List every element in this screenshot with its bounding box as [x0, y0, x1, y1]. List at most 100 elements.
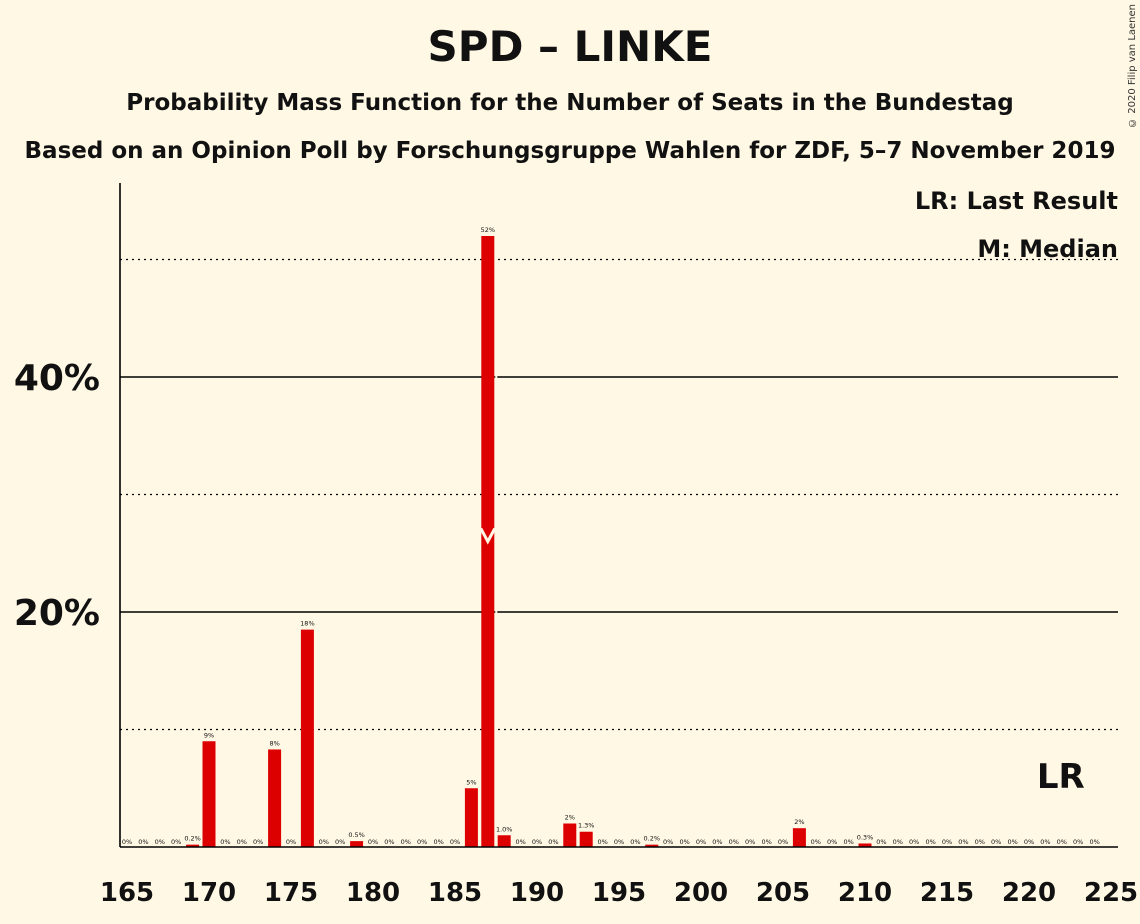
x-tick-label: 175: [264, 878, 318, 908]
bar-value-label: 0.2%: [184, 835, 201, 843]
bar-value-label: 0%: [975, 838, 985, 846]
x-tick-label: 200: [674, 878, 728, 908]
bar-value-label: 52%: [481, 226, 495, 234]
bar-value-label: 0%: [1089, 838, 1099, 846]
bar-value-label: 0%: [991, 838, 1001, 846]
bar-value-label: 0%: [548, 838, 558, 846]
bar: [497, 835, 511, 847]
bar-value-label: 0%: [384, 838, 394, 846]
bar: [579, 831, 593, 847]
bar-value-label: 0%: [614, 838, 624, 846]
x-tick-label: 180: [346, 878, 400, 908]
bar-value-label: 0%: [811, 838, 821, 846]
bar: [645, 844, 659, 847]
bar-value-label: 0%: [433, 838, 443, 846]
bar: [268, 749, 282, 847]
bar-value-label: 0%: [745, 838, 755, 846]
x-tick-label: 215: [920, 878, 974, 908]
bar-value-label: 0%: [778, 838, 788, 846]
bar-value-label: 0.3%: [857, 833, 874, 841]
bar: [858, 843, 872, 847]
x-tick-label: 225: [1084, 878, 1138, 908]
bar-value-label: 0%: [942, 838, 952, 846]
bar-labels: 0% 0% 0% 0% 0.2% 9% 0% 0% 0% 8% 0% 18% 0% 0% 0.5% 0% 0% 0…: [122, 226, 1100, 846]
bar-value-label: 0%: [450, 838, 460, 846]
y-tick-label: 20%: [14, 593, 100, 634]
bar-value-label: 0%: [1073, 838, 1083, 846]
bar-value-label: 0%: [220, 838, 230, 846]
bar-value-label: 0%: [597, 838, 607, 846]
last-result-marker: LR: [1037, 757, 1085, 797]
x-tick-label: 165: [100, 878, 154, 908]
median-bar-gap: [495, 236, 498, 845]
bars: [186, 236, 872, 847]
bar-value-label: 2%: [565, 814, 575, 822]
bar-value-label: 8%: [269, 739, 279, 747]
bar-value-label: 0%: [237, 838, 247, 846]
legend-last-result: LR: Last Result: [915, 187, 1118, 215]
bar: [202, 741, 216, 847]
bar-value-label: 0%: [1024, 838, 1034, 846]
bar-value-label: 9%: [204, 731, 214, 739]
x-tick-label: 190: [510, 878, 564, 908]
bar-value-label: 0%: [843, 838, 853, 846]
x-tick-label: 170: [182, 878, 236, 908]
bar-value-label: 0%: [696, 838, 706, 846]
bar-value-label: 0%: [155, 838, 165, 846]
chart-title: SPD – LINKE: [427, 22, 713, 71]
chart-subtitle: Probability Mass Function for the Number…: [126, 90, 1014, 116]
bar-value-label: 0%: [1057, 838, 1067, 846]
bar: [350, 841, 364, 847]
bar-value-label: 5%: [466, 778, 476, 786]
bar-value-label: 0%: [761, 838, 771, 846]
bar-value-label: 0%: [515, 838, 525, 846]
x-tick-label: 210: [838, 878, 892, 908]
x-tick-label: 220: [1002, 878, 1056, 908]
bar-value-label: 0%: [335, 838, 345, 846]
bar-value-label: 1.0%: [496, 825, 513, 833]
bar-value-label: 2%: [794, 818, 804, 826]
bar-value-label: 0%: [401, 838, 411, 846]
bar: [300, 629, 314, 847]
bar-value-label: 0%: [876, 838, 886, 846]
bar-value-label: 0%: [827, 838, 837, 846]
bar-value-label: 0%: [171, 838, 181, 846]
bar-value-label: 0%: [663, 838, 673, 846]
bar-value-label: 0%: [122, 838, 132, 846]
bar-value-label: 0%: [1040, 838, 1050, 846]
bar-value-label: 0%: [286, 838, 296, 846]
legend-median: M: Median: [977, 235, 1118, 263]
x-tick-label: 185: [428, 878, 482, 908]
gridlines: [120, 258, 1118, 731]
bar-value-label: 0%: [417, 838, 427, 846]
bar: [563, 823, 577, 847]
bar-value-label: 0.5%: [348, 831, 365, 839]
bar-value-label: 0%: [532, 838, 542, 846]
bar-value-label: 0%: [630, 838, 640, 846]
bar-value-label: 0%: [319, 838, 329, 846]
bar-value-label: 0%: [138, 838, 148, 846]
bar-value-label: 0.2%: [644, 835, 661, 843]
bar-value-label: 0%: [368, 838, 378, 846]
chart-subtitle-poll: Based on an Opinion Poll by Forschungsgr…: [24, 138, 1116, 164]
bar-value-label: 0%: [958, 838, 968, 846]
bar-value-label: 0%: [712, 838, 722, 846]
bar-value-label: 0%: [909, 838, 919, 846]
bar-value-label: 0%: [679, 838, 689, 846]
bar-value-label: 1.3%: [578, 822, 595, 830]
median-marker: [479, 527, 497, 545]
bar-value-label: 0%: [925, 838, 935, 846]
axes: 20% 40% LR 165 170 175 180 185 190 195 200 205 210 21…: [14, 183, 1138, 908]
x-tick-label: 205: [756, 878, 810, 908]
y-tick-label: 40%: [14, 358, 100, 399]
bar-value-label: 0%: [1007, 838, 1017, 846]
x-tick-label: 195: [592, 878, 646, 908]
bar: [464, 788, 478, 847]
bar-value-label: 0%: [893, 838, 903, 846]
bar-value-label: 18%: [300, 620, 314, 628]
bar-value-label: 0%: [729, 838, 739, 846]
bar: [186, 844, 200, 847]
bar-value-label: 0%: [253, 838, 263, 846]
bar: [792, 828, 806, 847]
